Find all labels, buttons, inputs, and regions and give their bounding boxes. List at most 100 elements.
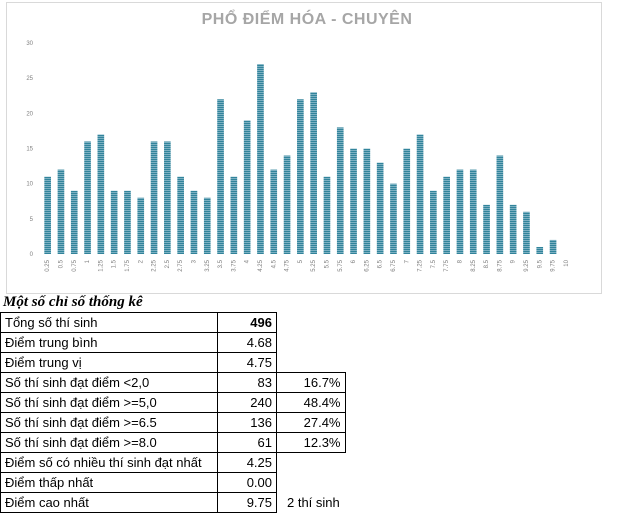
stat-extra: 16.7% [276, 372, 346, 393]
x-tick-label: 5.25 [311, 259, 317, 271]
x-tick-label: 3.25 [205, 259, 211, 271]
x-tick-label: 10 [564, 259, 570, 266]
stats-row: Điểm trung bình 4.68 [0, 332, 346, 353]
y-tick-label: 5 [30, 217, 34, 223]
stat-label: Điểm số có nhiều thí sinh đạt nhất [0, 452, 218, 473]
bar [217, 99, 224, 255]
stat-extra: 12.3% [276, 432, 346, 453]
stats-title: Một số chỉ số thống kê [3, 294, 143, 310]
x-tick-label: 7 [404, 259, 410, 263]
x-tick-label: 7.25 [418, 259, 424, 271]
x-tick-label: 6.25 [364, 259, 370, 271]
bar [70, 190, 78, 254]
x-tick-label: 4.25 [258, 259, 264, 271]
x-tick-label: 0.75 [72, 259, 78, 271]
x-tick-label: 5.75 [338, 259, 344, 271]
bars [44, 64, 557, 255]
stat-value: 136 [217, 412, 277, 433]
bar [257, 64, 264, 254]
x-tick-label: 1.75 [125, 259, 131, 271]
x-tick-label: 1 [85, 259, 91, 263]
bar [177, 176, 184, 254]
stat-extra: 2 thí sinh [287, 495, 340, 510]
bar [523, 211, 530, 254]
stat-extra: 48.4% [276, 392, 346, 413]
stat-value: 496 [217, 312, 277, 333]
bar [496, 155, 504, 254]
bar [97, 134, 105, 254]
bar [164, 141, 171, 254]
stats-row: Số thí sinh đạt điểm <2,0 83 16.7% [0, 372, 346, 393]
stat-label: Điểm thấp nhất [0, 472, 218, 493]
bar [137, 197, 145, 254]
stats-row: Số thí sinh đạt điểm >=6.5 136 27.4% [0, 412, 346, 433]
bar [430, 190, 437, 254]
bar [509, 204, 517, 254]
x-tick-label: 0.5 [59, 259, 65, 268]
stat-value: 4.68 [217, 332, 277, 353]
stat-label: Điểm trung bình [0, 332, 218, 353]
bar [549, 239, 557, 254]
x-tick-label: 6.5 [378, 259, 384, 268]
stat-extra [277, 453, 346, 473]
stat-value: 83 [217, 372, 277, 393]
x-tick-label: 4.75 [285, 259, 291, 271]
bar [243, 120, 251, 255]
bar [350, 148, 357, 254]
bar [323, 176, 331, 254]
y-tick-label: 30 [26, 41, 33, 47]
bar [150, 141, 158, 254]
bar [190, 190, 198, 254]
bar [110, 190, 118, 254]
stat-label: Điểm trung vị [0, 352, 218, 373]
bar [283, 155, 291, 254]
y-tick-label: 0 [30, 252, 34, 258]
stats-row: Số thí sinh đạt điểm >=5,0 240 48.4% [0, 392, 346, 413]
stats-row: Điểm cao nhất 9.75 2 thí sinh [0, 492, 346, 513]
bar [57, 169, 65, 254]
stat-extra [277, 353, 346, 373]
bar [390, 183, 397, 254]
stat-label: Số thí sinh đạt điểm >=6.5 [0, 412, 218, 433]
x-tick-label: 9.5 [537, 259, 543, 268]
bar [376, 162, 384, 254]
chart-area: PHỔ ĐIỂM HÓA - CHUYÊN 0 5 10 15 20 25 30 0.25 0… [6, 2, 602, 294]
stat-value: 4.75 [217, 352, 277, 373]
x-tick-label: 5 [298, 259, 304, 263]
x-tick-label: 2.25 [152, 259, 158, 271]
bar [270, 169, 278, 254]
stats-row: Điểm số có nhiều thí sinh đạt nhất 4.25 [0, 452, 346, 473]
stat-value: 4.25 [217, 452, 277, 473]
stat-value: 9.75 [217, 492, 277, 513]
x-tick-label: 3.75 [231, 259, 237, 271]
bar [536, 246, 544, 254]
x-tick-label: 0.25 [45, 259, 51, 271]
x-tick-label: 9 [511, 259, 517, 263]
stat-label: Số thí sinh đạt điểm >=5,0 [0, 392, 218, 413]
bar [443, 176, 450, 254]
chart-title: PHỔ ĐIỂM HÓA - CHUYÊN [202, 9, 413, 28]
x-tick-label: 8.25 [471, 259, 477, 271]
y-axis-ticks: 0 5 10 15 20 25 30 [26, 41, 33, 258]
stat-value: 240 [217, 392, 277, 413]
bar [84, 141, 91, 254]
stats-row: Tổng số thí sinh 496 [0, 312, 346, 333]
stats-row: Số thí sinh đạt điểm >=8.0 61 12.3% [0, 432, 346, 453]
x-tick-label: 2.75 [178, 259, 184, 271]
stat-value: 0.00 [217, 472, 277, 493]
x-tick-label: 2.5 [165, 259, 171, 268]
bar [363, 148, 371, 254]
stats-table: Tổng số thí sinh 496 Điểm trung bình 4.68 Đi… [0, 312, 346, 513]
bar [336, 127, 344, 254]
x-tick-label: 4.5 [271, 259, 277, 268]
stat-extra [277, 333, 346, 353]
stat-label: Tổng số thí sinh [0, 312, 218, 333]
y-tick-label: 10 [26, 182, 33, 188]
stat-extra [277, 313, 346, 333]
bar [124, 190, 131, 254]
x-tick-label: 1.25 [98, 259, 104, 271]
x-tick-label: 6 [351, 259, 357, 263]
bar [469, 169, 477, 254]
stats-row: Điểm trung vị 4.75 [0, 352, 346, 373]
